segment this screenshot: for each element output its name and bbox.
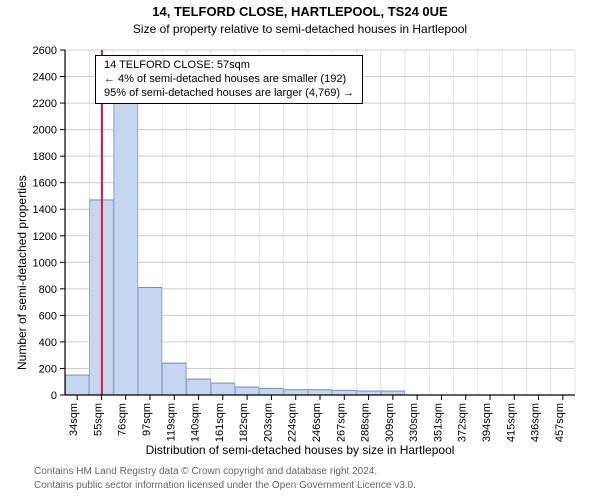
svg-text:400: 400 bbox=[39, 337, 57, 349]
svg-text:394sqm: 394sqm bbox=[481, 403, 493, 442]
svg-text:2400: 2400 bbox=[33, 72, 57, 84]
annotation-line-3: 95% of semi-detached houses are larger (… bbox=[104, 87, 354, 101]
svg-text:330sqm: 330sqm bbox=[408, 403, 420, 442]
svg-text:224sqm: 224sqm bbox=[287, 403, 299, 442]
svg-text:182sqm: 182sqm bbox=[238, 403, 250, 442]
chart-container: { "title": { "line1": "14, TELFORD CLOSE… bbox=[0, 0, 600, 500]
svg-text:97sqm: 97sqm bbox=[141, 403, 153, 436]
svg-text:200: 200 bbox=[39, 363, 57, 375]
svg-text:2200: 2200 bbox=[33, 98, 57, 110]
svg-text:0: 0 bbox=[51, 390, 57, 402]
svg-text:457sqm: 457sqm bbox=[554, 403, 566, 442]
svg-text:2000: 2000 bbox=[33, 125, 57, 137]
svg-text:267sqm: 267sqm bbox=[335, 403, 347, 442]
svg-text:436sqm: 436sqm bbox=[530, 403, 542, 442]
svg-text:309sqm: 309sqm bbox=[384, 403, 396, 442]
svg-text:2600: 2600 bbox=[33, 45, 57, 57]
svg-text:246sqm: 246sqm bbox=[311, 403, 323, 442]
svg-text:415sqm: 415sqm bbox=[505, 403, 517, 442]
svg-text:55sqm: 55sqm bbox=[92, 403, 104, 436]
svg-text:1200: 1200 bbox=[33, 231, 57, 243]
annotation-box: 14 TELFORD CLOSE: 57sqm ← 4% of semi-det… bbox=[95, 55, 363, 104]
x-axis-label: Distribution of semi-detached houses by … bbox=[0, 443, 600, 457]
annotation-line-1: 14 TELFORD CLOSE: 57sqm bbox=[104, 59, 354, 73]
svg-text:372sqm: 372sqm bbox=[457, 403, 469, 442]
svg-text:203sqm: 203sqm bbox=[262, 403, 274, 442]
annotation-line-2: ← 4% of semi-detached houses are smaller… bbox=[104, 73, 354, 87]
svg-text:351sqm: 351sqm bbox=[432, 403, 444, 442]
y-axis-label: Number of semi-detached properties bbox=[15, 175, 29, 370]
svg-text:119sqm: 119sqm bbox=[165, 403, 177, 441]
svg-text:600: 600 bbox=[39, 310, 57, 322]
footer-line-1: Contains HM Land Registry data © Crown c… bbox=[34, 466, 377, 477]
svg-text:1800: 1800 bbox=[33, 151, 57, 163]
svg-text:1400: 1400 bbox=[33, 204, 57, 216]
svg-text:34sqm: 34sqm bbox=[68, 403, 80, 436]
svg-text:140sqm: 140sqm bbox=[190, 403, 202, 442]
svg-text:1000: 1000 bbox=[33, 257, 57, 269]
svg-text:161sqm: 161sqm bbox=[214, 403, 226, 442]
svg-text:1600: 1600 bbox=[33, 178, 57, 190]
svg-text:800: 800 bbox=[39, 284, 57, 296]
svg-text:288sqm: 288sqm bbox=[360, 403, 372, 442]
svg-text:76sqm: 76sqm bbox=[117, 403, 129, 436]
footer-line-2: Contains public sector information licen… bbox=[34, 480, 416, 491]
